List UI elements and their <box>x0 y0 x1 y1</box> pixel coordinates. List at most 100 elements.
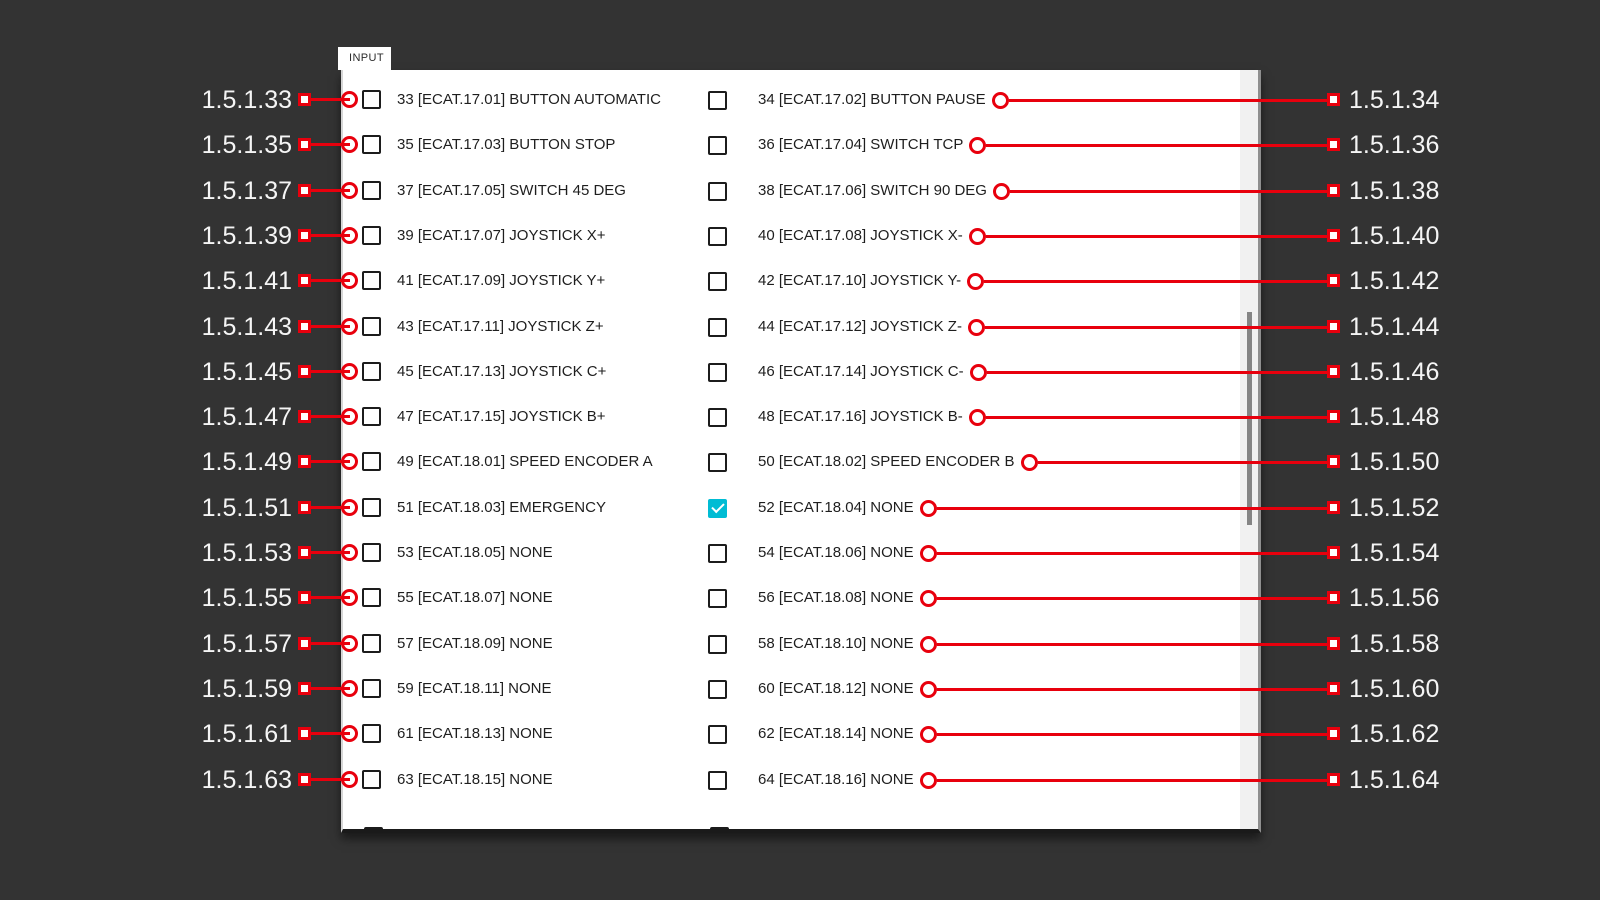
checkbox[interactable] <box>708 135 727 155</box>
checkbox[interactable] <box>708 770 727 790</box>
checkbox[interactable] <box>362 407 381 426</box>
input-label: 55 [ECAT.18.07] NONE <box>397 589 553 606</box>
right-row: 62 [ECAT.18.14] NONE <box>708 722 1333 746</box>
checkbox[interactable] <box>708 407 727 427</box>
checkbox[interactable] <box>708 588 727 608</box>
left-wire <box>304 325 350 328</box>
right-row: 48 [ECAT.17.16] JOYSTICK B- <box>708 405 1333 429</box>
input-label: 36 [ECAT.17.04] SWITCH TCP <box>758 136 964 153</box>
input-label: 58 [ECAT.18.10] NONE <box>758 635 914 652</box>
checkbox[interactable] <box>362 543 381 562</box>
right-pin-label: 1.5.1.48 <box>1349 403 1440 431</box>
right-wire <box>985 234 1333 238</box>
right-wire <box>936 596 1333 600</box>
input-label: 42 [ECAT.17.10] JOYSTICK Y- <box>758 272 962 289</box>
input-label: 40 [ECAT.17.08] JOYSTICK X- <box>758 227 963 244</box>
checkbox[interactable] <box>362 679 381 698</box>
left-pin-square-marker <box>298 410 311 423</box>
left-wire <box>304 596 350 599</box>
right-wire <box>936 642 1333 646</box>
checkbox[interactable] <box>362 317 381 336</box>
left-pin-square-marker <box>298 274 311 287</box>
left-wire <box>304 460 350 463</box>
checkbox[interactable] <box>708 317 727 337</box>
right-row: 56 [ECAT.18.08] NONE <box>708 586 1333 610</box>
checkbox[interactable] <box>708 498 727 518</box>
checkbox[interactable] <box>362 181 381 200</box>
left-wire <box>304 370 350 373</box>
right-row: 52 [ECAT.18.04] NONE <box>708 496 1333 520</box>
checkbox[interactable] <box>708 679 727 699</box>
checkbox[interactable] <box>708 452 727 472</box>
left-pin-circle-marker <box>341 91 358 108</box>
input-label: 53 [ECAT.18.05] NONE <box>397 544 553 561</box>
checkbox[interactable] <box>708 271 727 291</box>
right-pin-label: 1.5.1.40 <box>1349 222 1440 250</box>
right-wire <box>984 325 1333 329</box>
checkbox[interactable] <box>362 362 381 381</box>
left-wire <box>304 778 350 781</box>
input-label: 50 [ECAT.18.02] SPEED ENCODER B <box>758 453 1015 470</box>
right-pin-circle-marker <box>969 136 987 154</box>
checkbox[interactable] <box>362 588 381 607</box>
right-pin-square-marker <box>1327 546 1340 559</box>
right-wire <box>986 143 1333 147</box>
left-pin-label: 1.5.1.57 <box>201 630 292 658</box>
checkbox[interactable] <box>362 724 381 743</box>
checkbox[interactable] <box>708 634 727 654</box>
left-wire <box>304 189 350 192</box>
checkbox[interactable] <box>362 135 381 154</box>
left-pin-square-marker <box>298 591 311 604</box>
checkbox[interactable] <box>708 181 727 201</box>
input-label: 56 [ECAT.18.08] NONE <box>758 589 914 606</box>
checkbox[interactable] <box>362 770 381 789</box>
left-pin-square-marker <box>298 501 311 514</box>
checkbox[interactable] <box>708 724 727 744</box>
checkbox[interactable] <box>708 362 727 382</box>
left-pin-square-marker <box>298 93 311 106</box>
checkbox[interactable] <box>362 634 381 653</box>
right-pin-circle-marker <box>919 589 937 607</box>
checkbox[interactable] <box>362 226 381 245</box>
input-label: 60 [ECAT.18.12] NONE <box>758 680 914 697</box>
right-pin-square-marker <box>1327 637 1340 650</box>
right-pin-label: 1.5.1.58 <box>1349 630 1440 658</box>
left-wire <box>304 687 350 690</box>
scrollbar-thumb[interactable] <box>1247 312 1252 525</box>
right-pin-circle-marker <box>991 91 1009 109</box>
right-pin-square-marker <box>1327 727 1340 740</box>
right-pin-circle-marker <box>919 544 937 562</box>
input-label: 35 [ECAT.17.03] BUTTON STOP <box>397 136 616 153</box>
left-wire <box>304 143 350 146</box>
right-pin-square-marker <box>1327 138 1340 151</box>
right-wire <box>936 778 1333 782</box>
partial-checkbox[interactable] <box>710 827 729 829</box>
tab-input[interactable]: INPUT <box>338 47 391 70</box>
input-label: 45 [ECAT.17.13] JOYSTICK C+ <box>397 363 607 380</box>
partial-checkbox[interactable] <box>364 827 383 829</box>
right-wire <box>936 506 1333 510</box>
checkbox[interactable] <box>708 90 727 110</box>
right-pin-square-marker <box>1327 184 1340 197</box>
checkbox[interactable] <box>708 226 727 246</box>
right-pin-label: 1.5.1.34 <box>1349 86 1440 114</box>
left-pin-circle-marker <box>341 725 358 742</box>
checkbox[interactable] <box>362 90 381 109</box>
input-label: 49 [ECAT.18.01] SPEED ENCODER A <box>397 453 653 470</box>
right-row: 38 [ECAT.17.06] SWITCH 90 DEG <box>708 179 1333 203</box>
checkbox[interactable] <box>362 271 381 290</box>
right-wire <box>1008 98 1333 102</box>
checkbox[interactable] <box>362 498 381 517</box>
right-wire <box>1037 460 1333 464</box>
right-row: 42 [ECAT.17.10] JOYSTICK Y- <box>708 269 1333 293</box>
left-pin-label: 1.5.1.33 <box>201 86 292 114</box>
input-label: 46 [ECAT.17.14] JOYSTICK C- <box>758 363 964 380</box>
right-pin-label: 1.5.1.54 <box>1349 539 1440 567</box>
checkbox[interactable] <box>708 543 727 563</box>
right-row: 44 [ECAT.17.12] JOYSTICK Z- <box>708 315 1333 339</box>
left-pin-circle-marker <box>341 771 358 788</box>
checkbox[interactable] <box>362 452 381 471</box>
left-pin-label: 1.5.1.53 <box>201 539 292 567</box>
input-label: 51 [ECAT.18.03] EMERGENCY <box>397 499 606 516</box>
right-pin-label: 1.5.1.64 <box>1349 766 1440 794</box>
